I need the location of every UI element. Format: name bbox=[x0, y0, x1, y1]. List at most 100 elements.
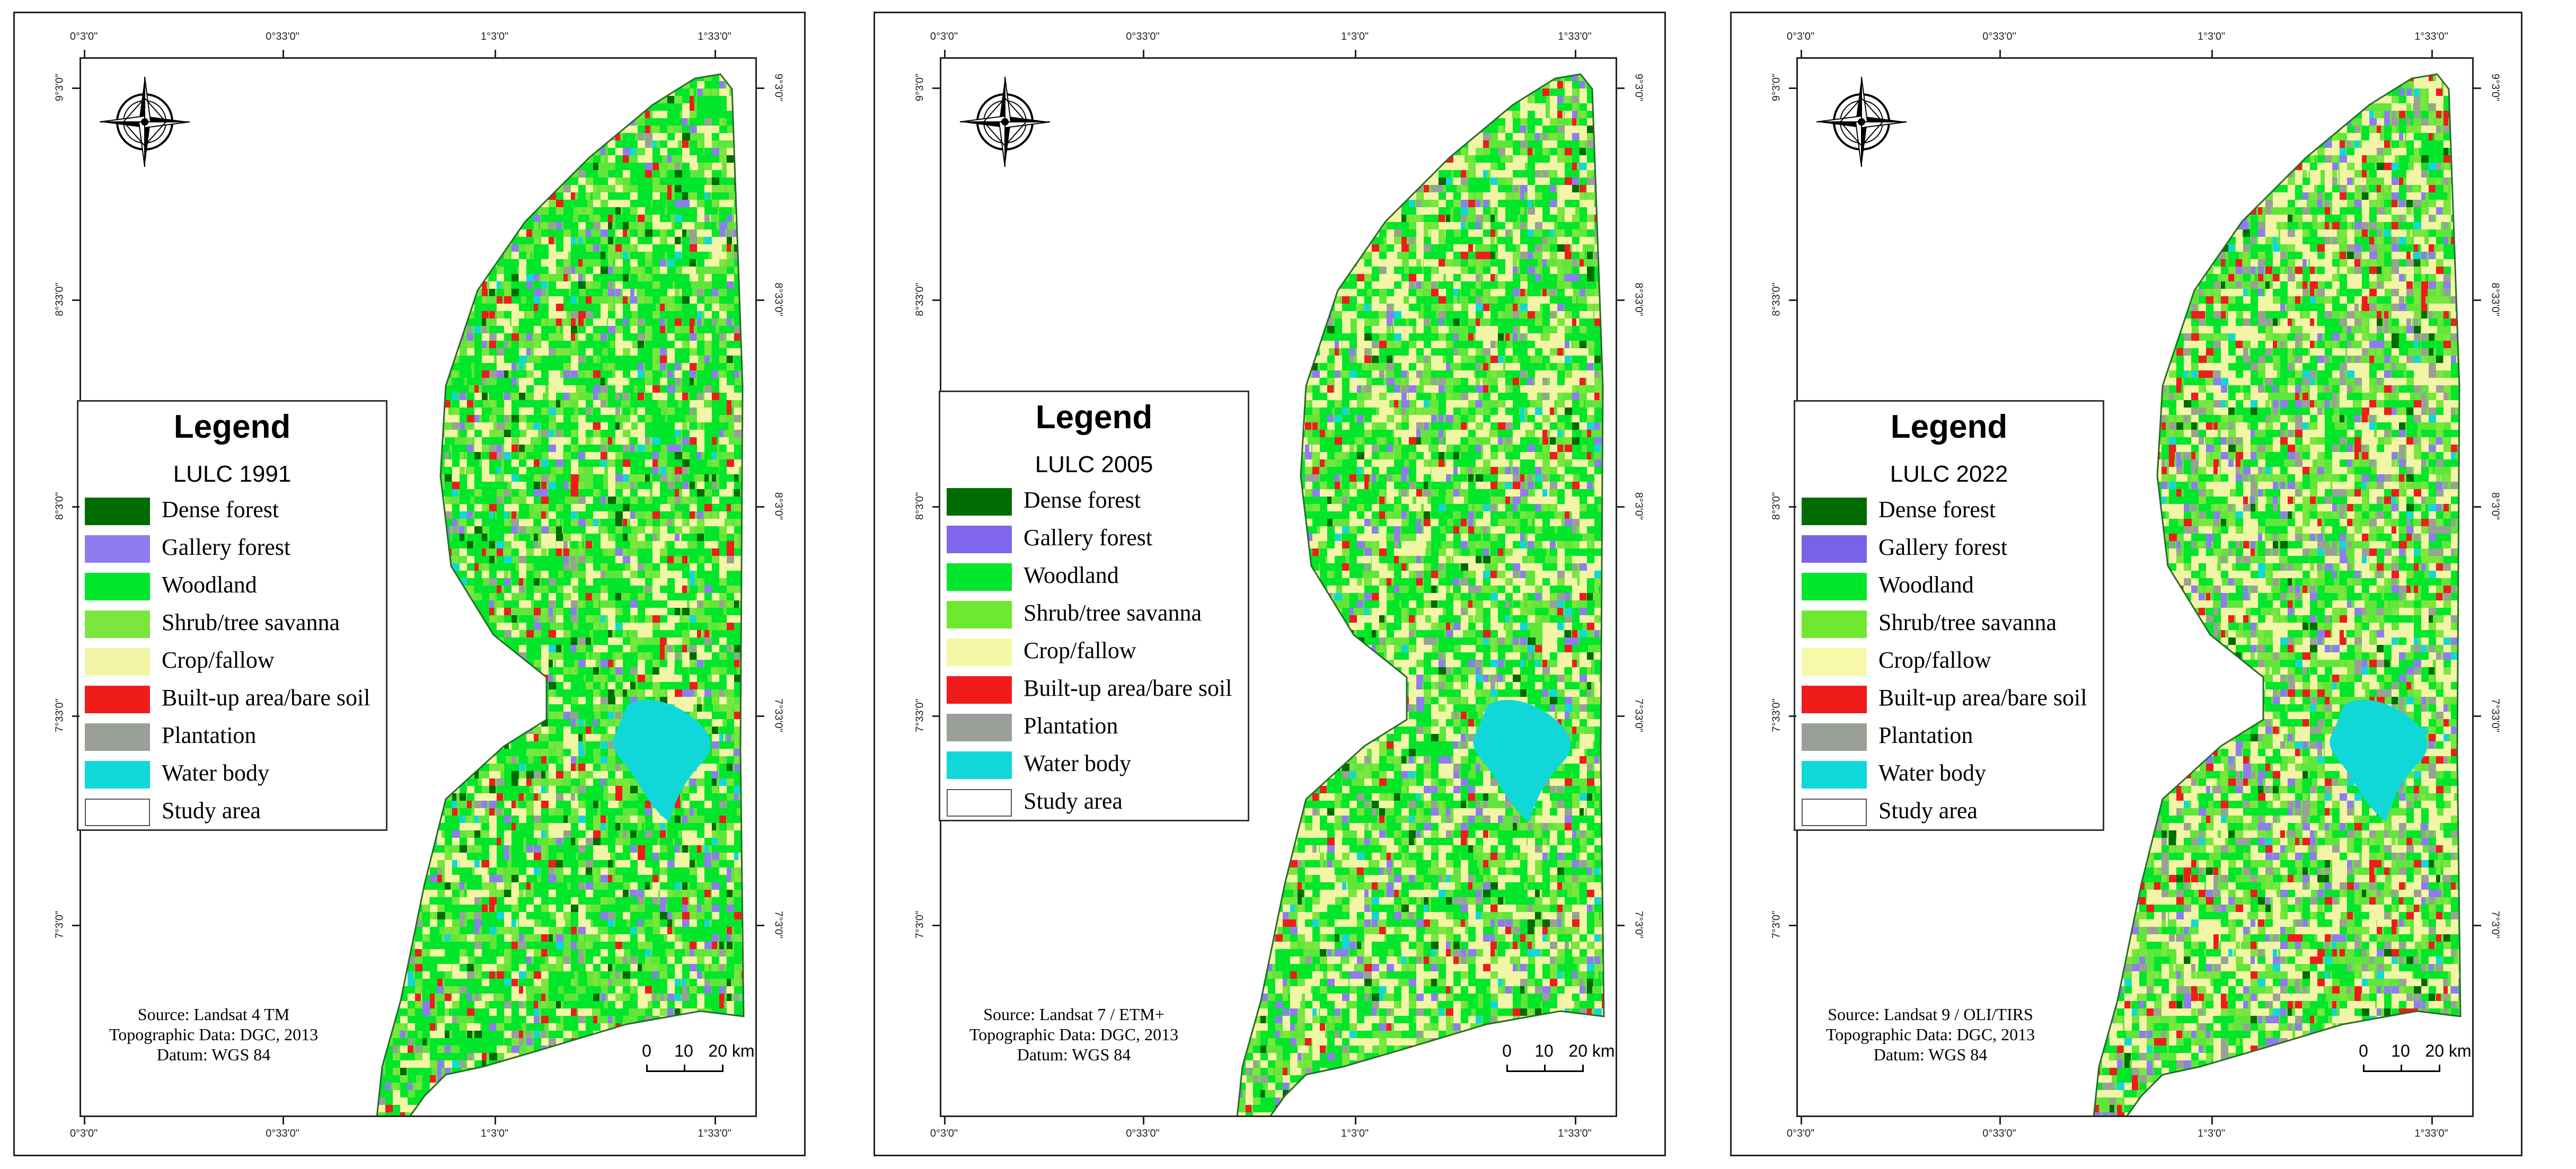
frame-tick bbox=[714, 1117, 716, 1124]
left-tick-label: 9°3'0" bbox=[54, 73, 66, 102]
bottom-tick-label: 1°3'0" bbox=[1340, 1128, 1369, 1139]
frame-tick bbox=[2474, 506, 2481, 508]
legend-label: Gallery forest bbox=[1024, 525, 1153, 551]
source-note: Source: Landsat 9 / OLI/TIRS Topographic… bbox=[1816, 1004, 2044, 1065]
frame-tick bbox=[1143, 1117, 1144, 1124]
legend-item-crop-fallow: Crop/fallow bbox=[1802, 643, 2098, 680]
legend-lulc-year: LULC 1991 bbox=[173, 461, 292, 487]
legend-label: Shrub/tree savanna bbox=[162, 609, 340, 635]
frame-tick bbox=[944, 50, 946, 57]
frame-tick bbox=[757, 506, 764, 508]
legend-label: Shrub/tree savanna bbox=[1024, 600, 1202, 626]
frame-tick bbox=[283, 50, 284, 57]
source-note: Source: Landsat 4 TM Topographic Data: D… bbox=[100, 1004, 328, 1065]
study-area-map bbox=[1236, 73, 1605, 1115]
legend-swatch bbox=[85, 686, 150, 713]
frame-tick bbox=[757, 925, 764, 926]
north-arrow-icon bbox=[949, 66, 1061, 180]
left-tick-label: 8°33'0" bbox=[1770, 282, 1783, 316]
source-note: Source: Landsat 7 / ETM+ Topographic Dat… bbox=[960, 1004, 1188, 1065]
frame-tick bbox=[72, 715, 80, 717]
bottom-tick-label: 1°33'0" bbox=[2414, 1128, 2448, 1139]
study-area-boundary bbox=[1236, 73, 1605, 1115]
legend-swatch bbox=[947, 526, 1012, 553]
legend-swatch bbox=[85, 498, 150, 525]
scale-tick bbox=[2363, 1065, 2365, 1072]
legend-item-dense-forest: Dense forest bbox=[85, 493, 382, 530]
frame-tick bbox=[1999, 50, 2001, 57]
frame-tick bbox=[1617, 87, 1625, 89]
legend-item-study-area: Study area bbox=[1802, 794, 2098, 831]
frame-tick bbox=[84, 1117, 85, 1124]
north-arrow-icon bbox=[1806, 66, 1917, 180]
legend-swatch bbox=[1802, 648, 1867, 676]
bottom-tick-label: 0°3'0" bbox=[1786, 1128, 1815, 1139]
legend-swatch bbox=[1802, 535, 1867, 563]
frame-tick bbox=[1789, 299, 1796, 301]
legend-item-crop-fallow: Crop/fallow bbox=[947, 634, 1243, 671]
legend-swatch bbox=[947, 751, 1012, 779]
legend-item-gallery-forest: Gallery forest bbox=[947, 521, 1243, 558]
frame-tick bbox=[72, 506, 80, 508]
legend-swatch bbox=[85, 535, 150, 563]
top-tick-label: 0°3'0" bbox=[69, 31, 98, 42]
legend-item-plantation: Plantation bbox=[947, 709, 1243, 746]
top-tick-label: 1°33'0" bbox=[1558, 31, 1592, 42]
legend-label: Dense forest bbox=[162, 497, 279, 522]
legend-swatch bbox=[1802, 761, 1867, 789]
study-area-map bbox=[376, 73, 745, 1115]
legend-label: Gallery forest bbox=[162, 534, 291, 560]
frame-tick bbox=[1617, 299, 1625, 301]
map-panel-2005: 0°3'0" 0°33'0" 1°3'0" 1°33'0" 0°3'0" 0°3… bbox=[874, 12, 1666, 1156]
legend-item-woodland: Woodland bbox=[1802, 568, 2098, 605]
legend-swatch bbox=[85, 761, 150, 789]
legend-item-built-up: Built-up area/bare soil bbox=[947, 671, 1243, 709]
legend-label: Plantation bbox=[1024, 713, 1118, 739]
frame-tick bbox=[1355, 50, 1356, 57]
frame-tick bbox=[1617, 925, 1625, 926]
top-tick-label: 1°3'0" bbox=[1340, 31, 1369, 42]
frame-tick bbox=[72, 299, 80, 301]
legend-label: Study area bbox=[1878, 798, 1978, 823]
scale-bar: 0 10 20 km bbox=[1501, 1041, 1615, 1078]
bottom-tick-label: 0°3'0" bbox=[930, 1128, 958, 1139]
frame-tick bbox=[1143, 50, 1144, 57]
frame-tick bbox=[1801, 1117, 1802, 1124]
scale-label: 10 bbox=[2391, 1041, 2410, 1060]
study-area-boundary bbox=[376, 73, 745, 1115]
legend-swatch bbox=[947, 563, 1012, 591]
scale-label: 10 bbox=[1534, 1041, 1554, 1060]
scale-bar: 0 10 20 km bbox=[640, 1041, 755, 1078]
source-line: Datum: WGS 84 bbox=[1017, 1045, 1131, 1064]
legend-label: Built-up area/bare soil bbox=[162, 685, 370, 711]
bottom-tick-label: 0°3'0" bbox=[69, 1128, 98, 1139]
scale-label: 20 km bbox=[2425, 1041, 2472, 1060]
left-tick-label: 7°33'0" bbox=[914, 698, 926, 732]
legend-label: Study area bbox=[1024, 788, 1123, 814]
legend-label: Woodland bbox=[1024, 562, 1119, 588]
legend-item-shrub-savanna: Shrub/tree savanna bbox=[947, 596, 1243, 633]
legend-swatch bbox=[1802, 498, 1867, 525]
legend-label: Plantation bbox=[162, 722, 257, 748]
legend-label: Water body bbox=[1024, 750, 1131, 776]
legend-swatch bbox=[947, 639, 1012, 666]
bottom-tick-label: 1°3'0" bbox=[2197, 1128, 2226, 1139]
legend-swatch bbox=[1802, 799, 1867, 826]
frame-tick bbox=[495, 50, 496, 57]
legend-item-woodland: Woodland bbox=[85, 568, 382, 605]
legend-label: Water body bbox=[162, 760, 269, 786]
legend-swatch bbox=[85, 573, 150, 600]
scale-tick bbox=[646, 1065, 648, 1072]
bottom-tick-label: 0°33'0" bbox=[1982, 1128, 2016, 1139]
legend-lulc-year: LULC 2022 bbox=[1890, 461, 2008, 487]
frame-tick bbox=[2211, 50, 2213, 57]
lulc-mosaic bbox=[1237, 74, 1604, 1115]
top-tick-label: 0°33'0" bbox=[1126, 31, 1160, 42]
right-tick-label: 9°3'0" bbox=[1633, 73, 1645, 102]
legend-item-study-area: Study area bbox=[947, 784, 1243, 821]
left-tick-label: 8°3'0" bbox=[1770, 492, 1783, 520]
legend-item-water-body: Water body bbox=[85, 756, 382, 793]
bottom-tick-label: 0°33'0" bbox=[1126, 1128, 1160, 1139]
legend-label: Woodland bbox=[1878, 572, 1974, 598]
legend-swatch bbox=[85, 610, 150, 638]
